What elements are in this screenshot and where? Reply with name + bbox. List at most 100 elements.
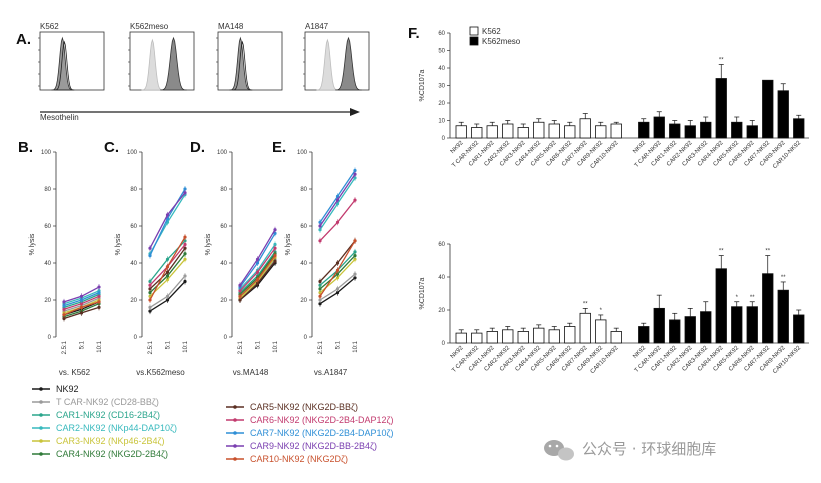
bar-A1847-right-10: [793, 314, 805, 344]
bar-A1847-right-0: [638, 326, 650, 344]
data-point-CAR10: [97, 300, 101, 304]
data-point-CAR9: [335, 198, 340, 202]
y-tick-label: 40: [130, 261, 137, 267]
significance-label: *: [600, 308, 603, 314]
bar-K562meso-0: [638, 121, 650, 139]
legend-marker-CAR5: [233, 405, 237, 409]
bar-K562meso-9: [777, 90, 789, 139]
y-tick-label: 100: [217, 150, 228, 156]
legend-swatch: [469, 36, 479, 46]
y-tick-label: 100: [41, 150, 52, 156]
lysis-charts: B. 0 20 40 60 80 100 % lysis 2.5:1 5:1 10:1 vs. K56…: [18, 139, 359, 377]
data-point-CAR3: [318, 291, 322, 295]
bar-A1847-right-6: [731, 306, 743, 344]
y-tick-label: 20: [130, 298, 137, 304]
data-point-CAR9: [183, 191, 187, 195]
significance-label: **: [781, 275, 786, 281]
y-tick-label: 20: [438, 308, 445, 314]
y-tick-label: 0: [442, 341, 446, 347]
panel-a: A. K562 K562meso MA148 A1847 Mesothelin: [16, 22, 370, 122]
data-point-CAR5: [273, 259, 277, 263]
y-tick-label: 20: [300, 298, 307, 304]
bar-K562meso-4: [700, 121, 712, 139]
y-tick-label: 40: [438, 66, 445, 72]
data-point-CAR1: [183, 239, 187, 243]
data-point-CAR6: [255, 270, 260, 274]
data-point-T_CAR: [183, 274, 187, 278]
histogram-label-0: K562: [40, 22, 59, 31]
chart-subtitle: vs. K562: [59, 368, 91, 377]
y-axis-title: % lysis: [29, 233, 36, 255]
data-point-T_CAR: [353, 272, 357, 276]
data-point-CAR5: [255, 281, 260, 285]
bar-A1847-right-2: [669, 319, 681, 344]
bar-K562meso-3: [684, 125, 696, 139]
lysis-chart-2: D. 0 20 40 60 80 100 % lysis 2.5:1 5:1 10:1 vs.MA14…: [190, 139, 279, 377]
data-point-CAR10: [335, 268, 340, 272]
data-point-NK92: [165, 298, 170, 302]
histogram-label-1: K562meso: [130, 22, 169, 31]
histogram-overlay-peak: [54, 40, 75, 91]
data-point-CAR6: [97, 294, 101, 298]
legend-label-CAR5: CAR5-NK92 (NKG2D-BBζ): [250, 402, 358, 412]
data-point-CAR9: [97, 285, 101, 289]
y-tick-label: 0: [442, 136, 446, 142]
data-point-CAR6: [238, 289, 242, 293]
data-point-T_CAR: [318, 298, 322, 302]
data-point-CAR10: [255, 278, 260, 282]
x-tick-label: 2.5:1: [148, 340, 154, 354]
data-point-CAR2: [273, 242, 277, 247]
data-point-CAR2: [318, 228, 322, 232]
y-tick-label: 60: [130, 224, 137, 230]
legend-marker-CAR4: [39, 452, 43, 456]
bar-A1847-left-5: [533, 327, 545, 344]
significance-label: **: [750, 295, 755, 301]
significance-label: **: [719, 249, 724, 255]
panel-letter: E.: [272, 139, 286, 156]
data-point-CAR7: [273, 231, 277, 235]
data-point-CAR5: [79, 311, 84, 315]
bar-A1847-left-3: [502, 329, 514, 344]
x-tick-label: 5:1: [256, 340, 262, 349]
histogram-peak: [229, 36, 252, 91]
data-point-NK92: [183, 279, 187, 284]
x-tick-label: 2.5:1: [238, 340, 244, 354]
panel-letter: F.: [408, 25, 420, 42]
bar-K562meso-10: [793, 118, 805, 139]
bar-K562meso-6: [731, 121, 743, 139]
bar-A1847-right-5: [715, 268, 727, 344]
watermark: 公众号 · 环球细胞库: [544, 440, 716, 461]
data-point-CAR5: [318, 279, 322, 284]
legend-marker-T_CAR: [39, 400, 43, 404]
y-tick-label: 20: [220, 298, 227, 304]
data-point-CAR7: [183, 187, 187, 191]
y-tick-label: 0: [304, 335, 308, 341]
significance-label: *: [736, 295, 739, 301]
data-point-CAR4: [335, 272, 340, 276]
legend-label-CAR10: CAR10-NK92 (NKG2Dζ): [250, 454, 348, 464]
bar-K562-4: [517, 127, 529, 139]
data-point-CAR6: [183, 242, 187, 247]
bar-K562meso-5: [715, 78, 727, 139]
bar-K562-1: [471, 127, 483, 139]
significance-label: **: [765, 249, 770, 255]
y-tick-label: 20: [44, 298, 51, 304]
legend-marker-CAR6: [233, 418, 237, 422]
panel-a-letter: A.: [16, 31, 31, 48]
panel-letter: B.: [18, 139, 33, 156]
data-point-CAR3: [165, 278, 170, 282]
data-point-CAR6: [353, 198, 357, 202]
y-tick-label: 50: [438, 49, 445, 55]
histogram-control-peak: [316, 38, 339, 91]
y-tick-label: 60: [220, 224, 227, 230]
data-point-CAR7: [353, 168, 357, 173]
bar-K562-9: [595, 125, 607, 139]
watermark-text: 公众号 · 环球细胞库: [582, 440, 716, 458]
data-point-CAR7: [148, 254, 152, 258]
y-tick-label: 80: [300, 187, 307, 193]
data-point-CAR9: [62, 300, 66, 304]
y-axis-title: % lysis: [285, 233, 292, 255]
legend-label-CAR6: CAR6-NK92 (NKG2D-2B4-DAP12ζ): [250, 415, 394, 425]
